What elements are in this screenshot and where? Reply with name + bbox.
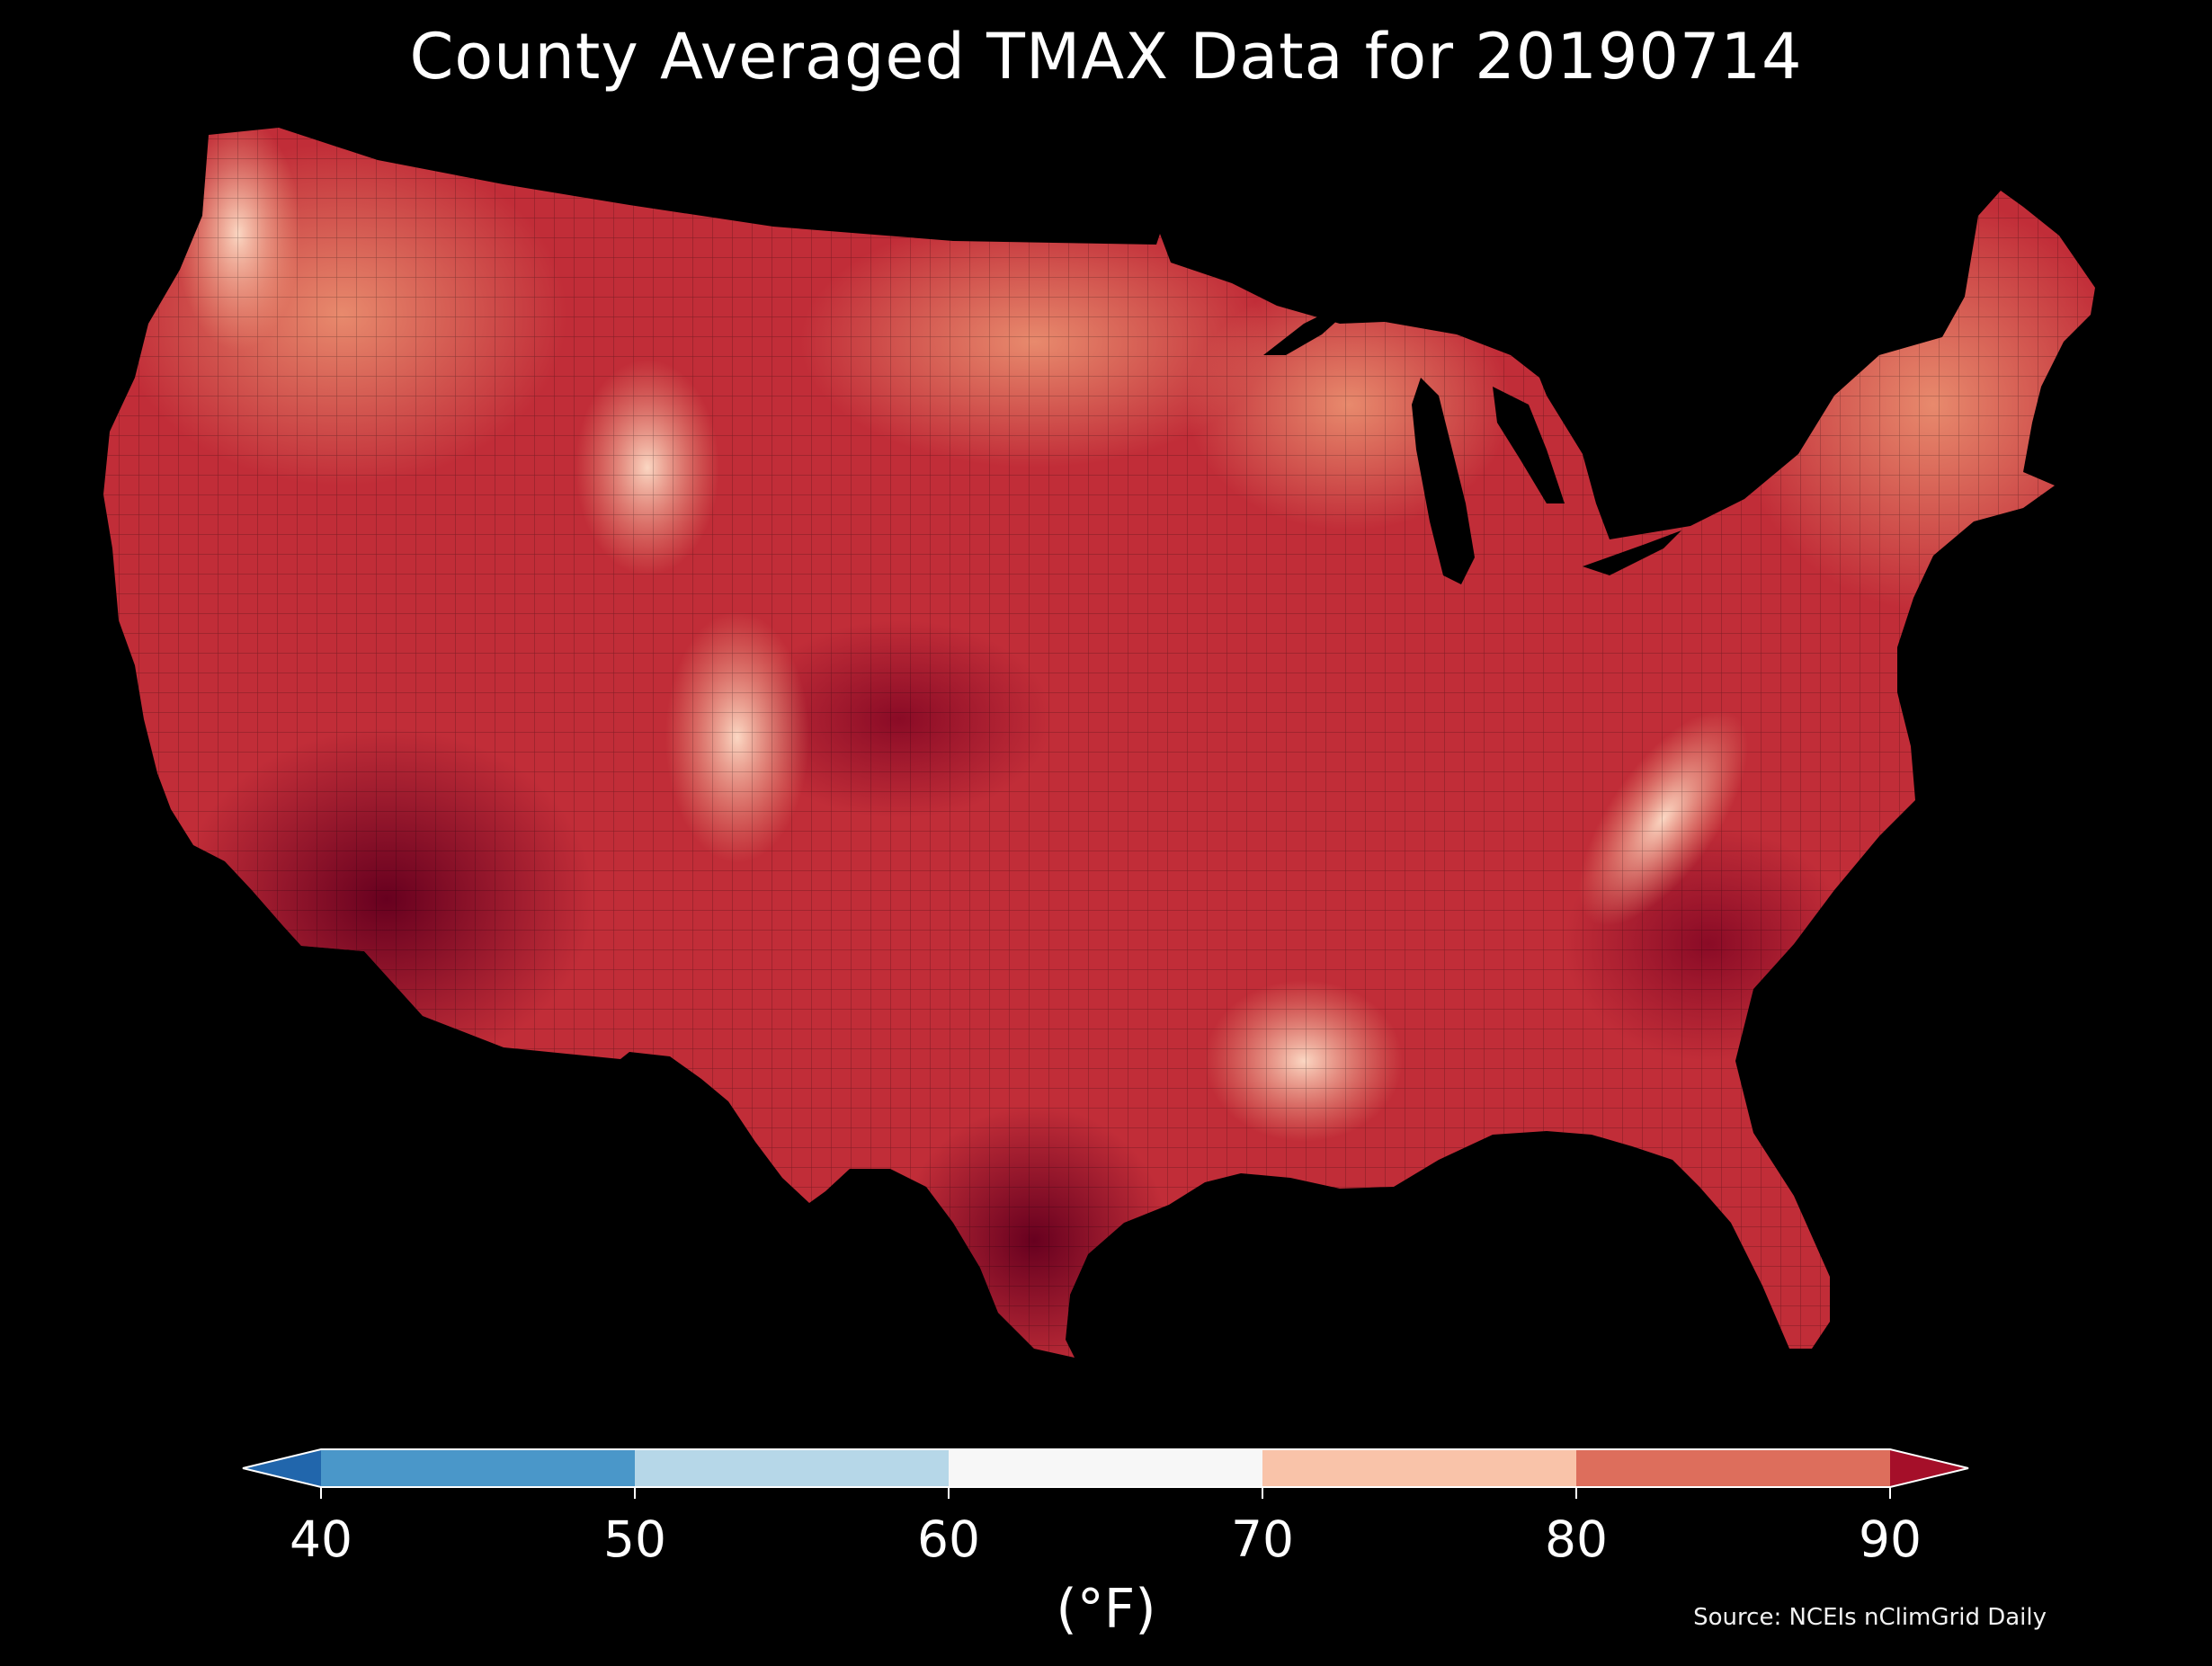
colorbar-bin-80-90 bbox=[1576, 1449, 1890, 1487]
colorbar-unit-label: (°F) bbox=[1056, 1578, 1156, 1641]
colorbar-tick-label-50: 50 bbox=[603, 1510, 666, 1568]
map-title: County Averaged TMAX Data for 20190714 bbox=[409, 20, 1803, 94]
colorbar-bin-40-50 bbox=[321, 1449, 635, 1487]
source-credit: Source: NCEIs nClimGrid Daily bbox=[1693, 1604, 2047, 1631]
lake-superior bbox=[1263, 286, 1376, 355]
colorbar-extend-high bbox=[1890, 1449, 1968, 1487]
colorbar-bin-70-80 bbox=[1262, 1449, 1576, 1487]
colorbar-tick-label-90: 90 bbox=[1859, 1510, 1922, 1568]
colorbar-extend-low bbox=[243, 1449, 321, 1487]
colorbar-bin-60-70 bbox=[949, 1449, 1262, 1487]
lake-huron bbox=[1493, 387, 1565, 503]
colorbar-tick-label-40: 40 bbox=[290, 1510, 352, 1568]
colorbar-bin-50-60 bbox=[635, 1449, 949, 1487]
colorbar-tick-label-70: 70 bbox=[1231, 1510, 1294, 1568]
lake-erie bbox=[1583, 530, 1681, 575]
lake-michigan bbox=[1412, 378, 1475, 584]
colorbar-tick-label-60: 60 bbox=[917, 1510, 980, 1568]
colorbar-tick-label-80: 80 bbox=[1545, 1510, 1608, 1568]
